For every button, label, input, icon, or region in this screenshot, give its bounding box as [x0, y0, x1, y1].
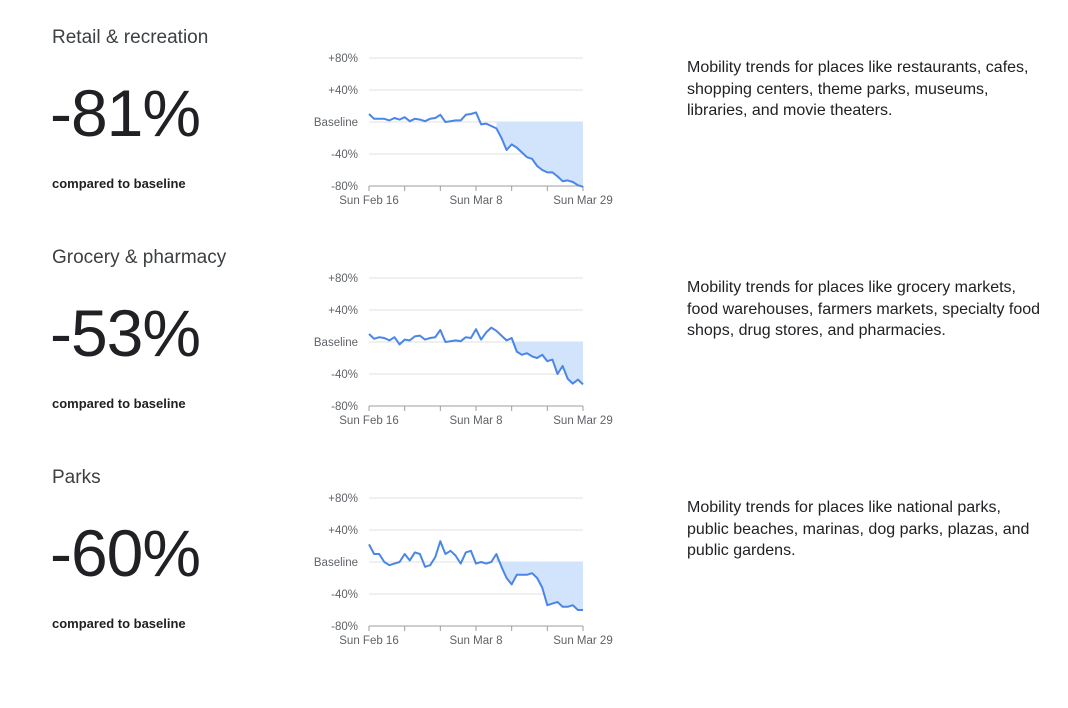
section-title: Retail & recreation [52, 27, 209, 48]
y-tick-label: -40% [331, 589, 358, 601]
compared-label: compared to baseline [52, 176, 186, 191]
change-value: -53% [50, 296, 201, 370]
y-tick-label: +80% [328, 493, 358, 505]
x-tick-label: Sun Mar 29 [553, 415, 612, 427]
y-tick-label: +40% [328, 305, 358, 317]
trend-line [368, 111, 584, 188]
mobility-chart-grocery: +80% +40% Baseline -40% -80% Sun Feb 16 Sun Ma… [314, 273, 613, 427]
compared-label: compared to baseline [52, 616, 186, 631]
mobility-chart-retail: +80% +40% Baseline -40% -80% Sun Feb 16 Sun Ma… [314, 53, 613, 207]
y-tick-label: Baseline [314, 557, 358, 569]
section-title: Parks [52, 467, 101, 488]
decline-area [496, 122, 583, 187]
trend-line [368, 540, 583, 611]
section-parks: Parks -60% compared to baseline +80% +40%… [0, 440, 1068, 660]
x-tick-label: Sun Mar 29 [553, 635, 612, 647]
compared-label: compared to baseline [52, 396, 186, 411]
x-tick-label: Sun Mar 8 [449, 415, 502, 427]
y-tick-label: -80% [331, 401, 358, 413]
x-tick-label: Sun Mar 8 [449, 635, 502, 647]
y-tick-label: Baseline [314, 337, 358, 349]
change-value: -81% [50, 76, 201, 150]
change-value: -60% [50, 516, 201, 590]
section-description: Mobility trends for places like restaura… [687, 59, 1029, 119]
y-tick-label: -80% [331, 181, 358, 193]
decline-area [511, 338, 583, 385]
section-retail-recreation: Retail & recreation -81% compared to bas… [0, 0, 1068, 220]
y-tick-label: +40% [328, 525, 358, 537]
y-tick-label: +40% [328, 85, 358, 97]
section-description: Mobility trends for places like grocery … [687, 279, 1041, 339]
y-tick-label: Baseline [314, 117, 358, 129]
x-tick-label: Sun Mar 29 [553, 195, 612, 207]
section-description: Mobility trends for places like national… [687, 499, 1030, 559]
y-tick-label: -80% [331, 621, 358, 633]
x-tick-label: Sun Feb 16 [339, 195, 398, 207]
y-tick-label: +80% [328, 53, 358, 65]
mobility-chart-parks: +80% +40% Baseline -40% -80% Sun Feb 16 Sun Ma… [314, 493, 613, 647]
x-tick-label: Sun Feb 16 [339, 415, 398, 427]
section-title: Grocery & pharmacy [52, 247, 227, 268]
y-tick-label: -40% [331, 149, 358, 161]
section-grocery-pharmacy: Grocery & pharmacy -53% compared to base… [0, 220, 1068, 440]
x-tick-label: Sun Mar 8 [449, 195, 502, 207]
trend-line [368, 326, 584, 386]
x-tick-label: Sun Feb 16 [339, 635, 398, 647]
y-tick-label: +80% [328, 273, 358, 285]
y-tick-label: -40% [331, 369, 358, 381]
